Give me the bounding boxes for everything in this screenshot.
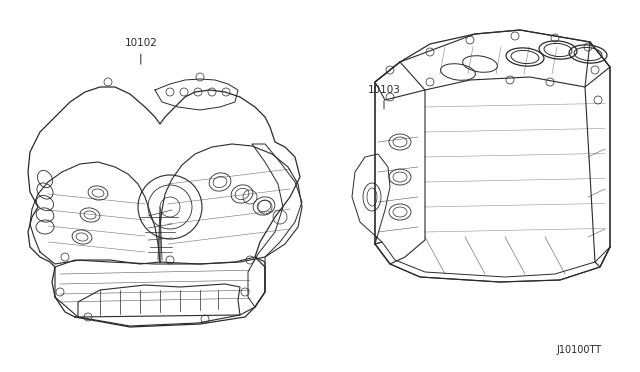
Text: 10102: 10102 [124, 38, 157, 48]
Text: 10103: 10103 [367, 85, 401, 95]
Text: J10100TT: J10100TT [556, 345, 602, 355]
